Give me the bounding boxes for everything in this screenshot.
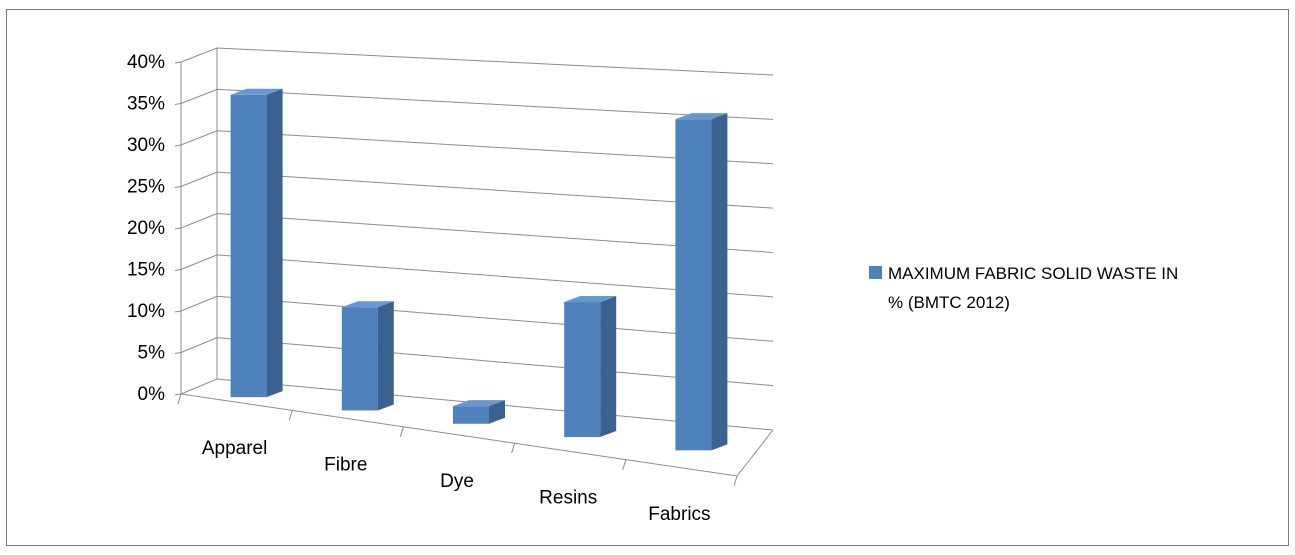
- bar-front-face: [564, 302, 601, 438]
- y-tick-mark: [174, 144, 182, 147]
- x-tick-mark: [622, 459, 627, 470]
- x-tick-mark: [733, 475, 738, 487]
- legend-swatch: [869, 266, 882, 279]
- bar-front-face: [230, 94, 267, 398]
- bar-apparel: [230, 88, 283, 398]
- legend: MAXIMUM FABRIC SOLID WASTE IN % (BMTC 20…: [869, 264, 1178, 312]
- x-tick-label: Dye: [440, 471, 474, 492]
- bar-side-face: [711, 113, 728, 451]
- y-tick-mark: [174, 103, 182, 105]
- bar-fabrics: [675, 113, 728, 451]
- x-tick-mark: [177, 393, 182, 405]
- bar-front-face: [675, 119, 712, 451]
- y-tick-mark: [174, 227, 182, 230]
- bar-top-face: [453, 400, 505, 407]
- y-tick-label: 30%: [127, 135, 165, 156]
- y-tick-label: 0%: [138, 384, 166, 405]
- bar-side-face: [489, 400, 505, 424]
- bar-top-face: [341, 301, 394, 308]
- y-tick-mark: [174, 269, 182, 271]
- bar-side-face: [266, 88, 283, 398]
- legend-label-line-2: % (BMTC 2012): [888, 293, 1010, 312]
- y-tick-label: 25%: [127, 177, 165, 198]
- axes: [174, 48, 774, 487]
- bar-side-face: [600, 296, 617, 438]
- y-tick-label: 40%: [127, 52, 165, 73]
- x-tick-label: Resins: [539, 487, 597, 508]
- bar-fibre: [341, 301, 394, 411]
- gridline: [180, 47, 774, 76]
- bar-front-face: [453, 406, 489, 424]
- x-tick-mark: [399, 426, 404, 437]
- legend-label-line-1: MAXIMUM FABRIC SOLID WASTE IN: [888, 264, 1178, 283]
- bar-resins: [564, 296, 617, 438]
- y-tick-label: 20%: [127, 218, 165, 239]
- x-tick-labels: Apparel Fibre Dye Resins Fabrics: [202, 438, 711, 525]
- y-tick-mark: [174, 352, 182, 354]
- y-tick-label: 15%: [127, 260, 165, 281]
- bar-top-face: [564, 296, 617, 303]
- bar-top-face: [230, 88, 283, 95]
- x-tick-mark: [511, 443, 516, 454]
- y-tick-label: 10%: [127, 301, 165, 322]
- y-tick-mark: [174, 393, 182, 396]
- y-tick-mark: [174, 186, 182, 188]
- bar-side-face: [377, 301, 394, 411]
- y-tick-labels: 0% 5% 10% 15% 20% 25% 30% 35% 40%: [127, 52, 165, 405]
- bar-front-face: [341, 307, 378, 411]
- y-tick-mark: [174, 310, 182, 313]
- bar-dye: [453, 400, 505, 424]
- x-tick-label: Apparel: [202, 438, 268, 459]
- y-tick-label: 5%: [138, 343, 166, 364]
- x-tick-label: Fibre: [324, 455, 367, 476]
- y-tick-mark: [174, 61, 182, 64]
- y-tick-label: 35%: [127, 94, 165, 115]
- bar-chart: 0% 5% 10% 15% 20% 25% 30% 35% 40% Apparel Fibre Dy…: [127, 47, 1178, 525]
- bar-top-face: [675, 113, 728, 120]
- x-tick-mark: [288, 410, 293, 421]
- bars: [230, 88, 728, 451]
- x-tick-label: Fabrics: [648, 504, 710, 525]
- chart-area: 0% 5% 10% 15% 20% 25% 30% 35% 40% Apparel Fibre Dy…: [6, 9, 1289, 546]
